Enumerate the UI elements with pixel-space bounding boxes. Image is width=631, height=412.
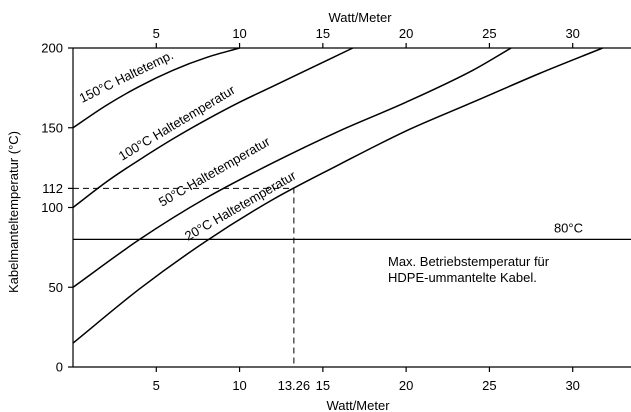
x-tick-label-top: 25: [482, 26, 496, 41]
x-tick-label-top: 10: [232, 26, 246, 41]
plot-area: 0 50 100 112 150 200 5 10 13.26 15 20 25 30 5 10 15 20 25…: [41, 26, 631, 393]
guide-dashed-line: [73, 187, 295, 367]
x-axis-title-top: Watt/Meter: [328, 10, 392, 25]
x-tick-label-top: 20: [399, 26, 413, 41]
x-axis-title-bottom: Watt/Meter: [326, 398, 390, 412]
y-axis-title: Kabelmanteltemperatur (°C): [6, 131, 21, 293]
curve-line: [72, 47, 240, 129]
x-tick-label: 10: [232, 378, 246, 393]
y-tick-label: 100: [41, 200, 63, 215]
x-tick-label-top: 5: [153, 26, 160, 41]
annotation-line: HDPE-ummantelte Kabel.: [388, 270, 537, 285]
y-tick-label: 0: [56, 360, 63, 375]
x-tick-label: 20: [399, 378, 413, 393]
y-tick-label: 50: [49, 280, 63, 295]
y-tick-label: 112: [42, 181, 63, 196]
x-tick-label: 5: [153, 378, 160, 393]
curve-label: 100°C Haltetemperatur: [116, 82, 238, 164]
y-tick-label: 150: [41, 120, 63, 135]
annotation-line: Max. Betriebstemperatur für: [388, 254, 550, 269]
max-temperature-label: 80°C: [554, 220, 583, 235]
y-tick-label: 200: [41, 41, 63, 56]
x-tick-label: 13.26: [278, 378, 311, 393]
curve-line: [72, 47, 603, 344]
curve-line: [72, 47, 354, 209]
x-tick-label-top: 30: [565, 26, 579, 41]
curve-line: [72, 47, 512, 288]
x-tick-label: 25: [482, 378, 496, 393]
x-tick-label-top: 15: [316, 26, 330, 41]
x-tick-label: 15: [316, 378, 330, 393]
x-tick-label: 30: [565, 378, 579, 393]
